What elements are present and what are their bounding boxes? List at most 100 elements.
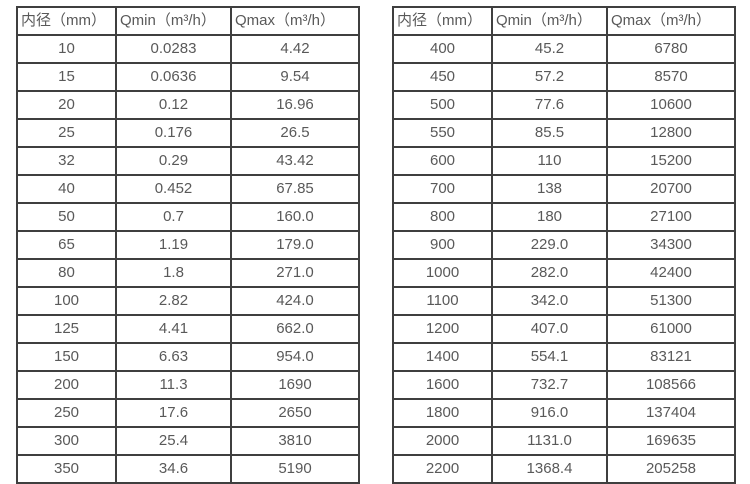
table-cell: 0.176 — [115, 118, 232, 148]
table-cell: 34.6 — [115, 454, 232, 484]
table-row: 450 57.2 8570 — [392, 62, 736, 92]
table-cell: 125 — [16, 314, 117, 344]
table-row: 1000 282.0 42400 — [392, 258, 736, 288]
table-cell: 15200 — [606, 146, 736, 176]
flow-spec-table-large-diameters: 内径（mm） Qmin（m³/h） Qmax（m³/h） 400 45.2 6780 45… — [392, 6, 736, 484]
table-cell: 10 — [16, 34, 117, 64]
table-row: 1400 554.1 83121 — [392, 342, 736, 372]
table-row: 300 25.4 3810 — [16, 426, 360, 456]
table-row: 40 0.452 67.85 — [16, 174, 360, 204]
table-cell: 0.0636 — [115, 62, 232, 92]
table-cell: 2650 — [230, 398, 360, 428]
table-row: 350 34.6 5190 — [16, 454, 360, 484]
column-header: 内径（mm） — [392, 6, 493, 36]
table-cell: 732.7 — [491, 370, 608, 400]
table-cell: 26.5 — [230, 118, 360, 148]
table-cell: 6780 — [606, 34, 736, 64]
table-cell: 32 — [16, 146, 117, 176]
table-row: 250 17.6 2650 — [16, 398, 360, 428]
table-cell: 550 — [392, 118, 493, 148]
table-row: 1100 342.0 51300 — [392, 286, 736, 316]
table-row: 50 0.7 160.0 — [16, 202, 360, 232]
table-cell: 350 — [16, 454, 117, 484]
table-cell: 424.0 — [230, 286, 360, 316]
table-cell: 85.5 — [491, 118, 608, 148]
table-row: 1600 732.7 108566 — [392, 370, 736, 400]
table-cell: 83121 — [606, 342, 736, 372]
table-cell: 20 — [16, 90, 117, 120]
table-cell: 1.19 — [115, 230, 232, 260]
table-cell: 250 — [16, 398, 117, 428]
table-cell: 137404 — [606, 398, 736, 428]
table-cell: 169635 — [606, 426, 736, 456]
table-cell: 0.452 — [115, 174, 232, 204]
header-row: 内径（mm） Qmin（m³/h） Qmax（m³/h） — [16, 6, 360, 36]
table-row: 32 0.29 43.42 — [16, 146, 360, 176]
table-cell: 138 — [491, 174, 608, 204]
table-cell: 662.0 — [230, 314, 360, 344]
table-cell: 1000 — [392, 258, 493, 288]
table-cell: 900 — [392, 230, 493, 260]
table-cell: 12800 — [606, 118, 736, 148]
table-row: 200 11.3 1690 — [16, 370, 360, 400]
table-cell: 1131.0 — [491, 426, 608, 456]
table-cell: 45.2 — [491, 34, 608, 64]
table-cell: 11.3 — [115, 370, 232, 400]
table-cell: 300 — [16, 426, 117, 456]
table-cell: 6.63 — [115, 342, 232, 372]
table-row: 100 2.82 424.0 — [16, 286, 360, 316]
table-cell: 0.12 — [115, 90, 232, 120]
table-cell: 100 — [16, 286, 117, 316]
table-row: 25 0.176 26.5 — [16, 118, 360, 148]
table-cell: 80 — [16, 258, 117, 288]
table-cell: 282.0 — [491, 258, 608, 288]
table-cell: 10600 — [606, 90, 736, 120]
table-cell: 4.41 — [115, 314, 232, 344]
table-cell: 954.0 — [230, 342, 360, 372]
table-cell: 1200 — [392, 314, 493, 344]
table-row: 550 85.5 12800 — [392, 118, 736, 148]
table-row: 800 180 27100 — [392, 202, 736, 232]
table-cell: 500 — [392, 90, 493, 120]
table-cell: 2200 — [392, 454, 493, 484]
table-cell: 400 — [392, 34, 493, 64]
table-cell: 0.0283 — [115, 34, 232, 64]
table-cell: 2000 — [392, 426, 493, 456]
table-cell: 20700 — [606, 174, 736, 204]
table-cell: 15 — [16, 62, 117, 92]
table-cell: 1100 — [392, 286, 493, 316]
table-cell: 110 — [491, 146, 608, 176]
table-row: 20 0.12 16.96 — [16, 90, 360, 120]
table-cell: 1.8 — [115, 258, 232, 288]
table-cell: 180 — [491, 202, 608, 232]
table-row: 10 0.0283 4.42 — [16, 34, 360, 64]
table-row: 65 1.19 179.0 — [16, 230, 360, 260]
table-cell: 61000 — [606, 314, 736, 344]
table-cell: 42400 — [606, 258, 736, 288]
table-cell: 160.0 — [230, 202, 360, 232]
table-row: 500 77.6 10600 — [392, 90, 736, 120]
table-row: 125 4.41 662.0 — [16, 314, 360, 344]
table-cell: 27100 — [606, 202, 736, 232]
table-cell: 57.2 — [491, 62, 608, 92]
table-cell: 450 — [392, 62, 493, 92]
table-row: 700 138 20700 — [392, 174, 736, 204]
table-cell: 1368.4 — [491, 454, 608, 484]
table-row: 1200 407.0 61000 — [392, 314, 736, 344]
table-row: 2000 1131.0 169635 — [392, 426, 736, 456]
table-cell: 600 — [392, 146, 493, 176]
header-row: 内径（mm） Qmin（m³/h） Qmax（m³/h） — [392, 6, 736, 36]
column-header: Qmin（m³/h） — [491, 6, 608, 36]
table-cell: 800 — [392, 202, 493, 232]
table-cell: 108566 — [606, 370, 736, 400]
table-cell: 5190 — [230, 454, 360, 484]
column-header: Qmin（m³/h） — [115, 6, 232, 36]
table-row: 15 0.0636 9.54 — [16, 62, 360, 92]
table-cell: 8570 — [606, 62, 736, 92]
table-cell: 51300 — [606, 286, 736, 316]
table-cell: 0.29 — [115, 146, 232, 176]
table-cell: 179.0 — [230, 230, 360, 260]
table-cell: 205258 — [606, 454, 736, 484]
table-cell: 17.6 — [115, 398, 232, 428]
table-cell: 2.82 — [115, 286, 232, 316]
